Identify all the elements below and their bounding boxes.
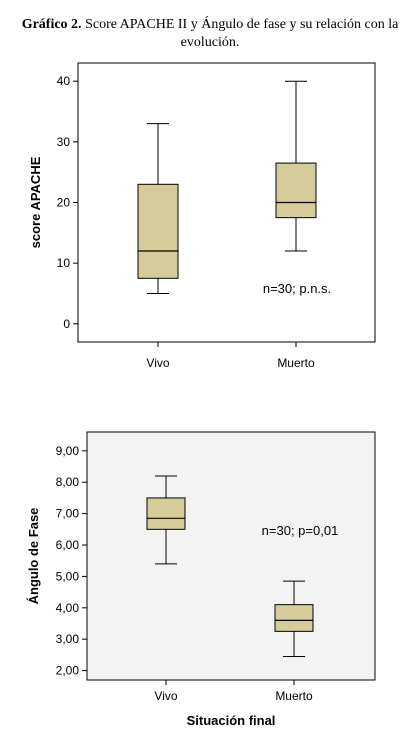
x-axis-title: Situación final: [187, 713, 276, 728]
y-tick-label: 6,00: [56, 538, 80, 552]
iqr-box: [274, 604, 314, 632]
figure-title-text: Score APACHE II y Ángulo de fase y su re…: [81, 17, 399, 50]
x-tick-label: Vivo: [154, 689, 177, 703]
box-muerto: [274, 580, 314, 657]
annotation: n=30; p.n.s.: [263, 281, 331, 296]
x-tick-label: Muerto: [275, 689, 313, 703]
y-tick-label: 4,00: [56, 601, 80, 615]
chart-1: 0 10 20 30 40 Vivo Muerto n=30; p.n.s. score APA…: [28, 62, 376, 370]
chart-2: 2,00 3,00 4,00 5,00 6,00 7,00 8,00 9,00 Vivo Muer…: [26, 431, 376, 728]
figure-title-bold: Gráfico 2.: [21, 17, 82, 32]
box-muerto: [275, 80, 317, 252]
iqr-box: [146, 497, 186, 530]
y-tick-label: 10: [57, 256, 71, 270]
annotation: n=30; p=0,01: [262, 523, 339, 538]
y-tick-label: 2,00: [56, 664, 80, 678]
y-tick-label: 30: [57, 135, 71, 149]
y-tick-label: 8,00: [56, 475, 80, 489]
y-tick-label: 40: [57, 74, 71, 88]
plot-area: [86, 431, 376, 681]
y-axis-title: Ángulo de Fase: [26, 508, 41, 605]
iqr-box: [137, 183, 179, 279]
y-tick-label: 5,00: [56, 569, 80, 583]
y-tick-label: 0: [63, 317, 70, 331]
figure-title: Gráfico 2. Score APACHE II y Ángulo de f…: [0, 16, 420, 52]
box-vivo: [146, 475, 186, 565]
x-tick-label: Muerto: [277, 356, 315, 370]
plot-area: [77, 62, 376, 343]
y-tick-label: 3,00: [56, 632, 80, 646]
y-tick-label: 9,00: [56, 444, 80, 458]
x-tick-label: Vivo: [146, 356, 169, 370]
y-tick-label: 7,00: [56, 507, 80, 521]
y-axis-title: score APACHE: [28, 156, 43, 248]
box-vivo: [137, 123, 179, 294]
iqr-box: [275, 162, 317, 219]
y-tick-label: 20: [57, 196, 71, 210]
